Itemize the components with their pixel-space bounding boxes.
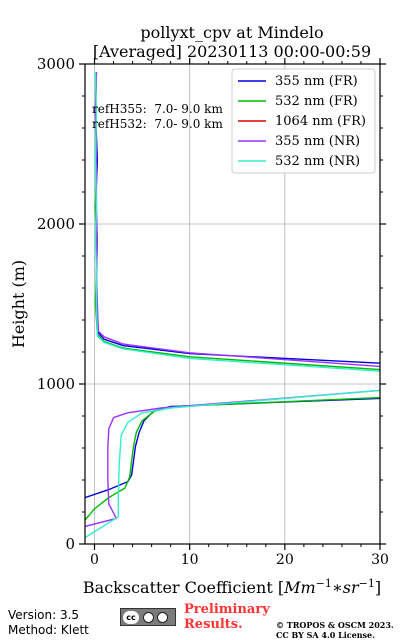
legend: 355 nm (FR) 532 nm (FR) 1064 nm (FR) 355… [231,68,376,174]
share-alike-icon [157,612,168,623]
x-tick-label: 30 [371,552,389,568]
copyright-line-2: CC BY SA 4.0 License. [276,630,375,640]
version-text: Version: 3.5 [8,608,80,622]
x-tick-label: 20 [276,552,294,568]
series-lines [85,71,380,539]
legend-label-355-fr: 355 nm (FR) [275,74,358,89]
footer-info: Version: 3.5 Method: Klett [8,608,89,638]
copyright-line-1: © TROPOS & OSCM 2023. [276,620,394,630]
x-axis-label-exp1: −1 [316,577,332,590]
preliminary-line-2: Results. [184,617,243,632]
copyright-notice: © TROPOS & OSCM 2023. CC BY SA 4.0 Licen… [276,620,394,640]
upper-profile-line-3 [94,71,380,372]
x-axis-label-prefix: Backscatter Coefficient [ [83,578,284,597]
chart-title: pollyxt_cpv at Mindelo [140,23,323,42]
legend-label-532-fr: 532 nm (FR) [275,94,358,109]
x-axis-label-unit2: sr [343,578,360,597]
legend-label-532-nr: 532 nm (NR) [275,154,360,169]
annotation-refh532: refH532: 7.0- 9.0 km [92,117,223,131]
legend-label-1064-fr: 1064 nm (FR) [275,114,366,129]
chart-subtitle: [Averaged] 20230113 00:00-00:59 [93,42,371,61]
plot-frame [84,63,381,545]
y-tick-label: 1000 [37,375,75,393]
x-tick-label: 10 [181,552,199,568]
x-axis-label-times: ∗ [332,578,343,597]
x-axis-label: Backscatter Coefficient [Mm−1∗sr−1] [83,577,381,597]
y-tick-label: 0 [65,535,75,553]
x-axis-label-suffix: ] [375,578,381,597]
series-line-1 [85,396,380,521]
preliminary-notice: Preliminary Results. [184,602,270,632]
attribution-icon [143,612,154,623]
y-axis-label: Height (m) [9,260,28,348]
cc-by-sa-badge: cc [120,608,176,626]
x-axis-label-unit1: Mm [283,578,316,597]
legend-label-355-nr: 355 nm (NR) [275,134,360,149]
x-axis-label-exp2: −1 [359,577,375,590]
series-line-3 [85,389,380,528]
axis-ticks: 0 10 20 30 0 1000 2000 3000 [37,55,389,568]
y-tick-label: 3000 [37,55,75,73]
cc-logo-icon: cc [123,611,139,624]
method-text: Method: Klett [8,623,89,637]
preliminary-line-1: Preliminary [184,602,270,617]
x-tick-label: 0 [90,552,99,568]
series-line-4 [85,389,380,539]
y-tick-label: 2000 [37,215,75,233]
annotation-refh355: refH355: 7.0- 9.0 km [92,102,223,116]
legend-box [231,68,376,174]
